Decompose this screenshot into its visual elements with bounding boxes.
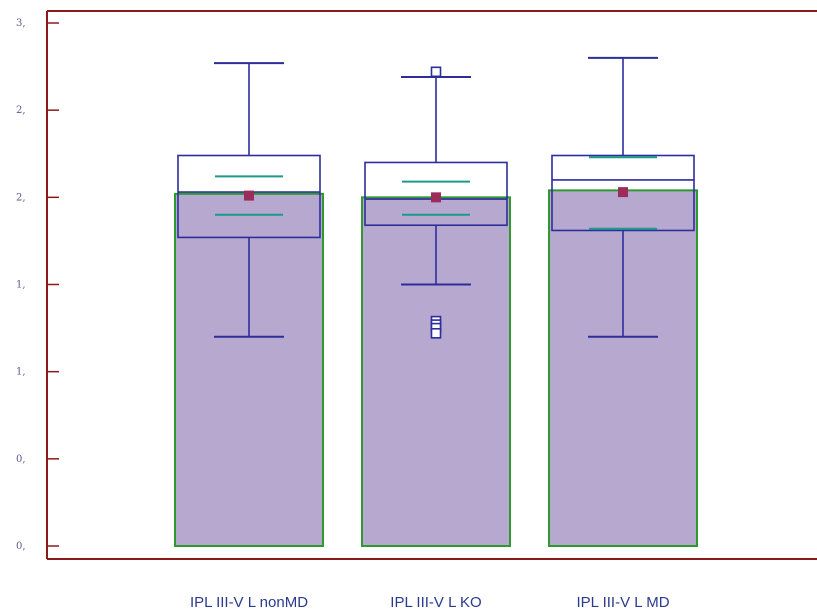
- y-tick-label: 2,: [16, 192, 26, 203]
- y-tick-label: 3,: [16, 18, 26, 29]
- outlier-point: [430, 66, 442, 78]
- x-category-label: IPL III-V L nonMD: [189, 594, 309, 611]
- y-tick-label: 1,: [16, 280, 26, 291]
- box-plot-chart: 0, 0, 1, 1, 2, 2, 3,: [16, 10, 817, 560]
- y-tick-label: 0,: [16, 541, 26, 552]
- x-category-label: IPL III-V L KO: [390, 594, 482, 611]
- mean-marker: [244, 190, 254, 201]
- x-category-label: IPL III-V L MD: [576, 594, 670, 611]
- box-iqr: [177, 154, 321, 239]
- outlier-point: [430, 328, 442, 339]
- y-tick-label: 1,: [16, 367, 26, 378]
- mean-marker: [618, 187, 628, 198]
- y-tick-label: 0,: [16, 454, 26, 465]
- mean-marker: [431, 192, 441, 203]
- box-iqr: [551, 154, 695, 232]
- y-tick-label: 2,: [16, 105, 26, 116]
- box-iqr: [364, 161, 508, 227]
